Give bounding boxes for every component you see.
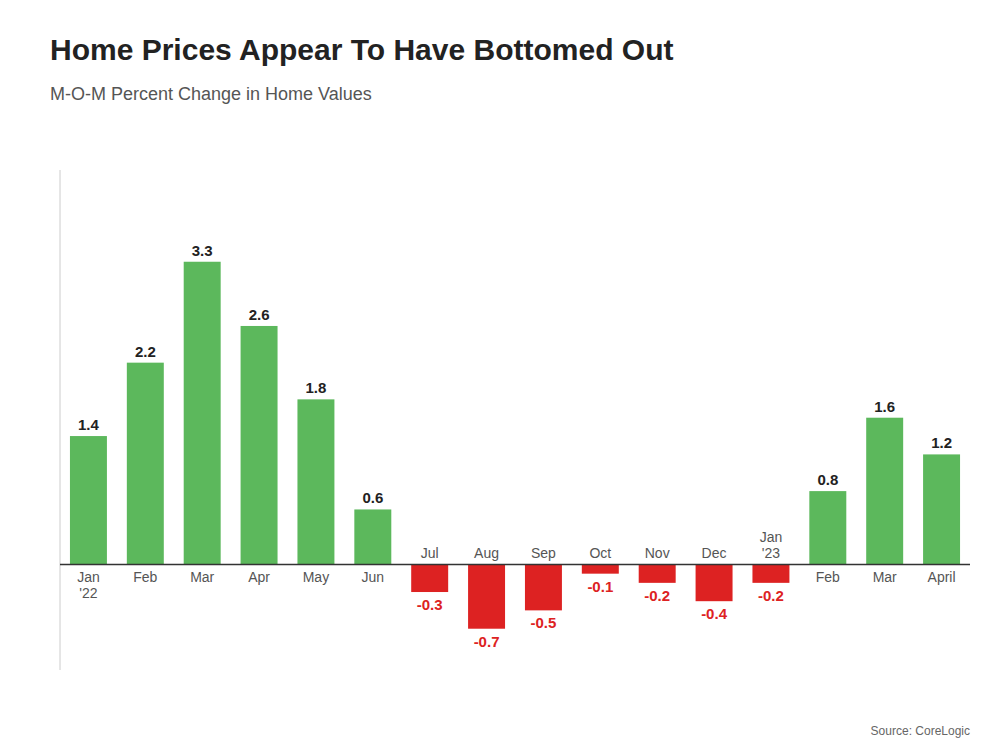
x-tick-label: Mar	[190, 569, 214, 585]
data-label: 1.4	[78, 416, 100, 433]
x-tick-label: Apr	[248, 569, 270, 585]
data-label: -0.5	[531, 614, 557, 631]
data-label: -0.7	[474, 633, 500, 650]
bar	[639, 564, 676, 582]
data-label: 0.6	[362, 489, 383, 506]
bar	[297, 399, 334, 564]
bar	[696, 564, 733, 601]
x-tick-label: Jan'23	[760, 529, 783, 561]
data-label: 3.3	[192, 242, 213, 259]
bar	[525, 564, 562, 610]
bar	[582, 564, 619, 573]
data-label: 1.2	[931, 434, 952, 451]
bar	[184, 262, 221, 565]
zero-line	[60, 564, 970, 566]
data-label: 2.6	[249, 306, 270, 323]
labels: 1.4 Jan'22 2.2 Feb 3.3 Mar 2.6 Apr 1.8 May 0.6 Jun -…	[77, 242, 955, 650]
data-label: -0.2	[758, 587, 784, 604]
x-tick-label: Oct	[589, 545, 611, 561]
data-label: -0.4	[701, 605, 728, 622]
data-label: 2.2	[135, 343, 156, 360]
bar	[923, 454, 960, 564]
data-label: -0.2	[644, 587, 670, 604]
x-tick-label: April	[928, 569, 956, 585]
x-tick-label: Sep	[531, 545, 556, 561]
bar	[411, 564, 448, 592]
bar	[752, 564, 789, 582]
bar	[468, 564, 505, 628]
bar	[354, 509, 391, 564]
data-label: -0.1	[587, 578, 613, 595]
chart: Home Prices Appear To Have Bottomed Out M…	[0, 0, 1000, 750]
x-tick-label: May	[303, 569, 329, 585]
x-tick-label: Aug	[474, 545, 499, 561]
bar	[809, 491, 846, 564]
subtitle: M-O-M Percent Change in Home Values	[50, 84, 372, 104]
bar	[866, 418, 903, 565]
bar	[127, 363, 164, 565]
source: Source: CoreLogic	[871, 724, 970, 738]
data-label: 1.8	[306, 379, 327, 396]
y-axis-line	[60, 170, 61, 670]
chart-container: Home Prices Appear To Have Bottomed Out M…	[0, 0, 1000, 750]
x-tick-label: Jan'22	[77, 569, 100, 601]
bar	[241, 326, 278, 565]
x-tick-label: Mar	[873, 569, 897, 585]
x-tick-label: Jul	[421, 545, 439, 561]
x-tick-label: Nov	[645, 545, 670, 561]
title: Home Prices Appear To Have Bottomed Out	[50, 33, 673, 66]
data-label: 1.6	[874, 398, 895, 415]
data-label: -0.3	[417, 596, 443, 613]
x-tick-label: Feb	[816, 569, 840, 585]
bars	[70, 262, 960, 629]
data-label: 0.8	[817, 471, 838, 488]
x-tick-label: Dec	[702, 545, 727, 561]
x-tick-label: Feb	[133, 569, 157, 585]
bar	[70, 436, 107, 564]
x-tick-label: Jun	[362, 569, 385, 585]
